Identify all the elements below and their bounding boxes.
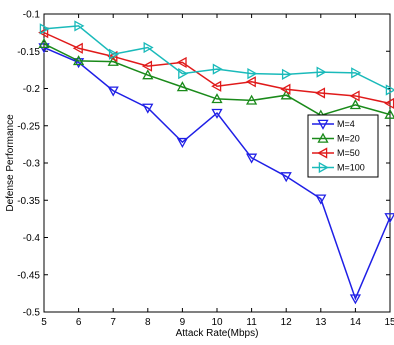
series-layer: [38, 20, 394, 305]
axis-ticks: 5 6 7 8 9 10 11 12 13 14 15 -0.1 -0.15 -0.2 -0.25 -0.3 -…: [17, 10, 394, 329]
series-line: [43, 25, 391, 91]
y-tick-label: -0.3: [23, 159, 41, 170]
legend: M=4 M=20 M=50 M=100: [307, 114, 379, 178]
series-line: [43, 43, 391, 117]
x-tick-label: 9: [180, 317, 186, 328]
data-point: [211, 80, 222, 92]
y-tick-label: -0.35: [17, 196, 40, 207]
data-point: [107, 86, 119, 97]
y-tick-label: -0.5: [23, 308, 41, 319]
data-point: [143, 41, 154, 54]
data-point: [351, 67, 362, 79]
x-tick-label: 5: [41, 317, 47, 328]
x-tick-label: 12: [281, 317, 293, 328]
data-point: [349, 99, 362, 110]
legend-marker: [317, 119, 329, 130]
data-point: [212, 63, 223, 75]
x-tick-label: 8: [145, 317, 151, 328]
data-point: [245, 94, 258, 105]
data-point: [39, 23, 50, 35]
data-point: [281, 68, 293, 80]
legend-box: [307, 114, 379, 178]
data-point: [349, 294, 362, 305]
x-tick-label: 15: [384, 317, 394, 328]
x-axis-title: Attack Rate(Mbps): [176, 328, 259, 339]
x-tick-label: 7: [110, 317, 116, 328]
x-tick-label: 6: [76, 317, 82, 328]
x-tick-label: 11: [246, 317, 257, 328]
data-point: [384, 108, 394, 119]
y-axis-title: Defense Performance: [5, 114, 16, 212]
legend-label: M=100: [337, 163, 365, 173]
x-tick-label: 10: [211, 317, 223, 328]
data-point: [247, 67, 258, 80]
legend-marker: [317, 147, 328, 159]
data-point: [316, 66, 327, 78]
data-point: [178, 67, 189, 80]
data-point: [280, 89, 292, 100]
y-tick-label: -0.15: [17, 47, 40, 58]
data-point: [72, 42, 83, 54]
data-point: [245, 76, 256, 88]
data-point: [142, 69, 154, 80]
y-tick-label: -0.25: [17, 121, 40, 132]
data-point: [38, 37, 50, 49]
data-point: [142, 103, 154, 114]
y-tick-label: -0.45: [17, 270, 40, 281]
y-tick-label: -0.1: [23, 10, 41, 21]
data-point: [280, 83, 291, 95]
y-tick-label: -0.4: [23, 233, 41, 244]
x-tick-label: 14: [350, 317, 362, 328]
series-m4: [38, 43, 394, 305]
data-point: [107, 55, 119, 66]
y-tick-label: -0.2: [23, 84, 41, 95]
legend-label: M=50: [337, 148, 360, 158]
data-point: [176, 137, 189, 148]
data-point: [176, 81, 189, 92]
data-point: [349, 90, 360, 102]
series-m100: [39, 20, 394, 96]
data-point: [72, 58, 85, 69]
data-point: [384, 213, 394, 224]
data-point: [141, 60, 153, 72]
data-point: [211, 108, 223, 119]
series-m50: [38, 27, 394, 109]
data-point: [315, 194, 327, 205]
data-point: [314, 87, 326, 99]
data-point: [385, 84, 394, 96]
data-point: [108, 48, 120, 60]
data-point: [38, 27, 49, 39]
legend-label: M=20: [337, 134, 360, 144]
x-tick-label: 13: [315, 317, 327, 328]
data-point: [245, 153, 258, 164]
series-line: [43, 46, 391, 301]
data-point: [176, 56, 187, 69]
legend-marker: [318, 161, 329, 174]
data-point: [72, 55, 85, 66]
series-line: [43, 31, 391, 105]
legend-label: M=4: [337, 119, 355, 129]
data-point: [211, 93, 223, 104]
legend-marker: [317, 132, 329, 143]
data-point: [74, 20, 85, 32]
data-point: [280, 172, 292, 183]
